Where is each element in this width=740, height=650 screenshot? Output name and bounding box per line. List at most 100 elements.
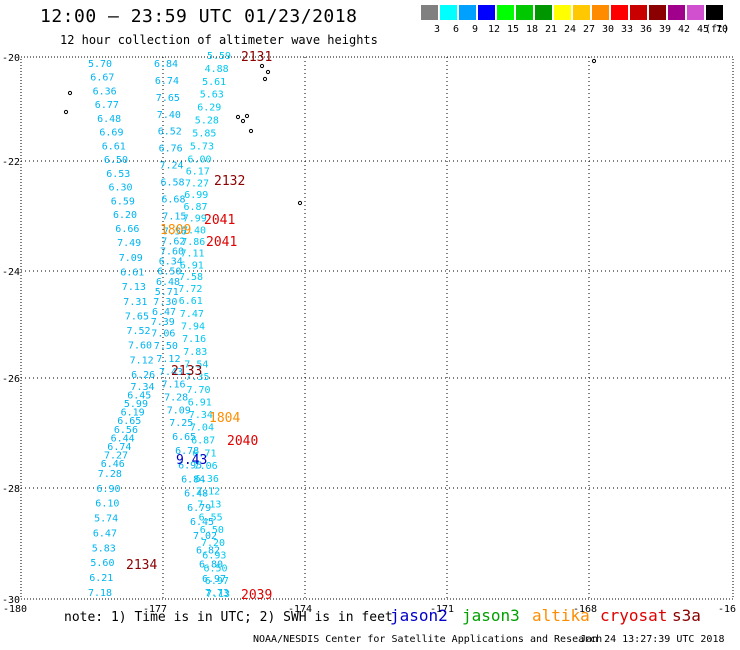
scale-label: 15 — [506, 24, 520, 35]
wave-height-value: 6.78 — [175, 446, 199, 457]
wave-height-value: 6.45 — [190, 517, 214, 528]
scale-swatch — [687, 5, 704, 20]
wave-height-value: 6.50 — [204, 563, 228, 574]
wave-height-value: 6.55 — [199, 512, 223, 523]
pass-time-label: 2133 — [171, 364, 202, 379]
wave-height-value: 7.06 — [194, 461, 218, 472]
wave-height-value: 5.61 — [202, 77, 226, 88]
wave-height-value: 6.91 — [188, 397, 212, 408]
wave-height-value: 6.84 — [181, 475, 205, 486]
wave-height-value: 6.50 — [104, 155, 128, 166]
wave-height-value: 7.25 — [169, 418, 193, 429]
wave-height-value: 7.60 — [160, 247, 184, 258]
wave-height-value: 7.04 — [190, 423, 214, 434]
wave-height-value: 5.70 — [88, 59, 112, 70]
wave-height-value: 7.13 — [197, 500, 221, 511]
wave-height-value: 6.80 — [199, 560, 223, 571]
wave-height-value: 6.21 — [89, 573, 113, 584]
pass-time-labels: 9.43 1809 1804 2131 2132 2041 2041 2133 2040 2134… — [126, 50, 272, 603]
wave-height-value: 7.65 — [125, 311, 149, 322]
wave-height-value: 6.69 — [99, 128, 123, 139]
wave-height-value: 6.45 — [127, 390, 151, 401]
pass-time-label: 2041 — [206, 235, 237, 250]
wave-height-value: 6.67 — [90, 73, 114, 84]
wave-height-value: 7.34 — [131, 382, 155, 393]
wave-height-value: 7.56 — [163, 227, 187, 238]
wave-height-value: 7.54 — [184, 360, 208, 371]
pass-time-label: 2131 — [241, 50, 272, 65]
scale-label: 9 — [471, 24, 479, 35]
wave-height-value: 7.18 — [88, 588, 112, 599]
wave-height-value: 4.88 — [205, 64, 229, 75]
wave-height-value: 7.02 — [193, 531, 217, 542]
legend-jason3: jason3 — [462, 606, 520, 625]
legend-cryosat: cryosat — [600, 606, 668, 625]
pass-time-label: 2039 — [241, 588, 272, 603]
scale-label: 39 — [658, 24, 672, 35]
lon-tick-label: -174 — [288, 604, 312, 615]
island-outline — [591, 58, 597, 64]
wave-height-value: 7.73 — [205, 588, 229, 599]
scale-swatch — [459, 5, 476, 20]
wave-height-value: 7.15 — [162, 211, 186, 222]
scale-swatch — [592, 5, 609, 20]
wave-height-value: 7.13 — [206, 589, 230, 600]
wave-height-value: 6.95 — [178, 460, 202, 471]
scale-swatch — [630, 5, 647, 20]
wave-height-value: 6.26 — [131, 370, 155, 381]
island-outline — [67, 90, 73, 96]
wave-height-value: 6.52 — [158, 127, 182, 138]
wave-height-value: 6.66 — [115, 224, 139, 235]
wave-height-value: 7.16 — [182, 334, 206, 345]
wave-height-value: 6.84 — [154, 59, 178, 70]
scale-label: 18 — [525, 24, 539, 35]
wave-height-value: 5.63 — [200, 90, 224, 101]
wave-height-value: 6.50 — [157, 267, 181, 278]
wave-height-value: 6.48 — [97, 114, 121, 125]
wave-height-value: 7.34 — [189, 410, 213, 421]
wave-height-value: 5.59 — [207, 51, 231, 62]
lat-tick-label: -22 — [2, 157, 20, 168]
wave-height-value: 6.30 — [109, 183, 133, 194]
wave-height-value: 6.34 — [159, 257, 183, 268]
wave-height-value: 6.74 — [107, 442, 131, 453]
wave-height-value: 7.40 — [182, 225, 206, 236]
credit-line: NOAA/NESDIS Center for Satellite Applica… — [253, 634, 603, 645]
wave-height-value: 7.30 — [153, 297, 177, 308]
wave-height-value: 6.65 — [172, 432, 196, 443]
wave-height-value: 6.47 — [152, 307, 176, 318]
wave-height-value: 7.50 — [154, 341, 178, 352]
wave-height-value: 7.16 — [162, 380, 186, 391]
footnote: note: 1) Time is in UTC; 2) SWH is in fe… — [64, 610, 393, 625]
wave-height-value: 6.79 — [187, 503, 211, 514]
wave-height-value: 6.91 — [180, 261, 204, 272]
wave-height-value: 6.65 — [117, 416, 141, 427]
wave-height-value: 6.71 — [192, 448, 216, 459]
wave-height-value: 7.43 — [159, 367, 183, 378]
wave-height-value: 7.27 — [185, 178, 209, 189]
island-outline — [235, 114, 241, 120]
axis-tick-labels: -180 -177 -174 -171 -168 -16 -20 -22 -24 -26 -28 -3… — [2, 53, 736, 615]
wave-height-value: 6.61 — [179, 296, 203, 307]
wave-height-value: 7.20 — [201, 538, 225, 549]
wave-height-value: 6.00 — [188, 154, 212, 165]
wave-height-value: 7.09 — [119, 253, 143, 264]
wave-height-value: 6.56 — [114, 425, 138, 436]
wave-height-value: 5.28 — [195, 116, 219, 127]
wave-height-value: 7.47 — [180, 309, 204, 320]
scale-label: 12 — [487, 24, 501, 35]
wave-height-value: 6.90 — [97, 484, 121, 495]
wave-height-value: 7.65 — [156, 93, 180, 104]
scale-label: 42 — [677, 24, 691, 35]
pass-time-label: 2134 — [126, 558, 157, 573]
wave-height-value: 5.99 — [124, 399, 148, 410]
island-outline — [240, 118, 246, 124]
scale-swatch — [516, 5, 533, 20]
pass-time-label: 2041 — [204, 213, 235, 228]
wave-height-value: 7.35 — [185, 372, 209, 383]
wave-height-value: 7.94 — [181, 322, 205, 333]
wave-height-value: 7.83 — [183, 347, 207, 358]
wave-height-value: 5.74 — [94, 514, 118, 525]
wave-height-value: 6.48 — [184, 489, 208, 500]
